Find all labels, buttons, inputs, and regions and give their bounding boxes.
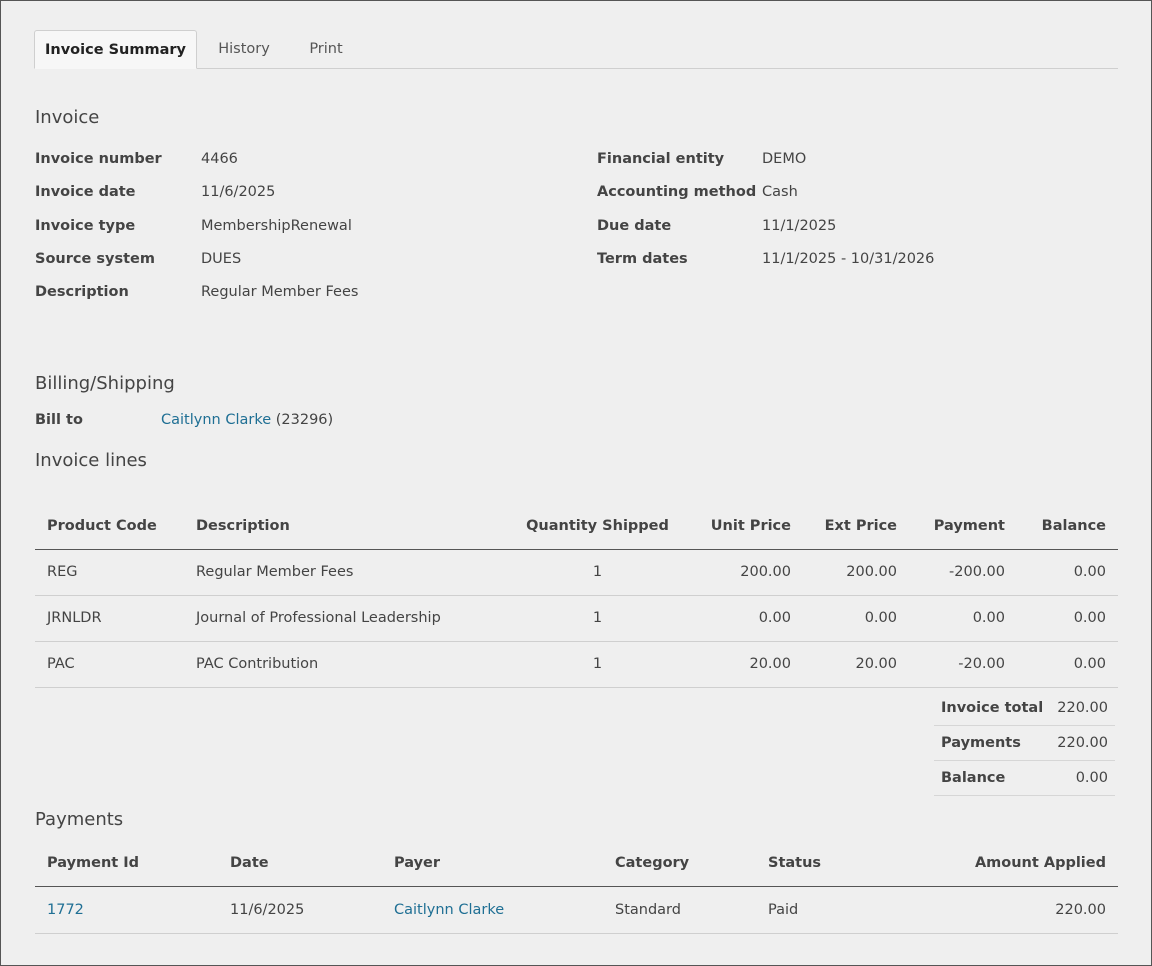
invoice-date-label: Invoice date: [35, 184, 136, 200]
accounting-method-label: Accounting method: [597, 184, 757, 200]
due-date-label: Due date: [597, 218, 672, 234]
invoice-type-value: MembershipRenewal: [201, 218, 352, 234]
status-cell: Paid: [756, 886, 916, 934]
balance-cell: 0.00: [1017, 595, 1118, 642]
ext-price-cell: 20.00: [803, 641, 909, 688]
financial-entity-label: Financial entity: [597, 151, 725, 167]
col-header-ext-price: Ext Price: [803, 503, 909, 550]
totals-table: Invoice total 220.00 Payments 220.00 Bal…: [934, 691, 1115, 796]
payment-cell: 0.00: [909, 595, 1017, 642]
table-row: 1772 11/6/2025 Caitlynn Clarke Standard …: [35, 886, 1118, 934]
description-cell: Regular Member Fees: [184, 549, 504, 596]
invoice-lines-table: Product Code Description Quantity Shippe…: [35, 503, 1118, 688]
product-code-cell: JRNLDR: [35, 595, 184, 642]
category-cell: Standard: [603, 886, 756, 934]
payment-date-cell: 11/6/2025: [218, 886, 382, 934]
billing-section-title: Billing/Shipping: [35, 373, 175, 394]
balance-total-value: 0.00: [1050, 760, 1115, 796]
accounting-method-value: Cash: [762, 184, 798, 200]
tab-print[interactable]: Print: [309, 41, 343, 57]
col-header-amount-applied: Amount Applied: [916, 841, 1118, 887]
amount-applied-cell: 220.00: [916, 886, 1118, 934]
invoice-date-value: 11/6/2025: [201, 184, 276, 200]
balance-total-label: Balance: [934, 760, 1051, 796]
financial-entity-value: DEMO: [762, 151, 807, 167]
table-header-row: Payment Id Date Payer Category Status Am…: [35, 841, 1118, 887]
quantity-cell: 1: [504, 641, 691, 688]
payments-total-label: Payments: [934, 725, 1051, 761]
col-header-unit-price: Unit Price: [691, 503, 803, 550]
invoice-total-label: Invoice total: [934, 691, 1051, 727]
payments-table: Payment Id Date Payer Category Status Am…: [35, 841, 1118, 934]
col-header-payment-id: Payment Id: [35, 841, 218, 887]
payments-section-title: Payments: [35, 809, 124, 830]
tab-history[interactable]: History: [218, 41, 270, 57]
tab-bar: Invoice Summary History Print: [34, 30, 1118, 69]
col-header-category: Category: [603, 841, 756, 887]
col-header-payer: Payer: [382, 841, 603, 887]
ext-price-cell: 200.00: [803, 549, 909, 596]
payment-cell: -20.00: [909, 641, 1017, 688]
col-header-payment: Payment: [909, 503, 1017, 550]
quantity-cell: 1: [504, 595, 691, 642]
bill-to-label: Bill to: [35, 412, 83, 428]
payer-cell: Caitlynn Clarke: [382, 886, 603, 934]
payment-id-cell: 1772: [35, 886, 218, 934]
description-value: Regular Member Fees: [201, 284, 359, 300]
bill-to-id: (23296): [271, 412, 334, 428]
balance-cell: 0.00: [1017, 549, 1118, 596]
source-system-label: Source system: [35, 251, 155, 267]
term-dates-value: 11/1/2025 - 10/31/2026: [762, 251, 935, 267]
invoice-number-label: Invoice number: [35, 151, 162, 167]
product-code-cell: PAC: [35, 641, 184, 688]
term-dates-label: Term dates: [597, 251, 688, 267]
payments-total-value: 220.00: [1050, 725, 1115, 761]
quantity-cell: 1: [504, 549, 691, 596]
source-system-value: DUES: [201, 251, 242, 267]
description-cell: PAC Contribution: [184, 641, 504, 688]
table-row: PAC PAC Contribution 1 20.00 20.00 -20.0…: [35, 641, 1118, 688]
table-header-row: Product Code Description Quantity Shippe…: [35, 503, 1118, 550]
ext-price-cell: 0.00: [803, 595, 909, 642]
totals-row: Payments 220.00: [934, 725, 1115, 761]
invoice-number-value: 4466: [201, 151, 238, 167]
col-header-description: Description: [184, 503, 504, 550]
col-header-balance: Balance: [1017, 503, 1118, 550]
balance-cell: 0.00: [1017, 641, 1118, 688]
payment-id-link[interactable]: 1772: [47, 901, 84, 918]
description-label: Description: [35, 284, 129, 300]
totals-row: Invoice total 220.00: [934, 691, 1115, 727]
payment-cell: -200.00: [909, 549, 1017, 596]
table-row: JRNLDR Journal of Professional Leadershi…: [35, 595, 1118, 642]
col-header-product-code: Product Code: [35, 503, 184, 550]
col-header-status: Status: [756, 841, 916, 887]
tab-invoice-summary[interactable]: Invoice Summary: [34, 30, 197, 69]
totals-row: Balance 0.00: [934, 760, 1115, 796]
invoice-type-label: Invoice type: [35, 218, 136, 234]
unit-price-cell: 0.00: [691, 595, 803, 642]
bill-to-link[interactable]: Caitlynn Clarke: [161, 412, 272, 428]
unit-price-cell: 200.00: [691, 549, 803, 596]
unit-price-cell: 20.00: [691, 641, 803, 688]
product-code-cell: REG: [35, 549, 184, 596]
col-header-date: Date: [218, 841, 382, 887]
description-cell: Journal of Professional Leadership: [184, 595, 504, 642]
table-row: REG Regular Member Fees 1 200.00 200.00 …: [35, 549, 1118, 596]
payer-link[interactable]: Caitlynn Clarke: [394, 901, 505, 918]
col-header-quantity-shipped: Quantity Shipped: [504, 503, 691, 550]
invoice-lines-title: Invoice lines: [35, 450, 147, 471]
invoice-total-value: 220.00: [1050, 691, 1115, 727]
due-date-value: 11/1/2025: [762, 218, 837, 234]
bill-to-value: Caitlynn Clarke (23296): [161, 412, 333, 428]
invoice-section-title: Invoice: [35, 107, 100, 128]
